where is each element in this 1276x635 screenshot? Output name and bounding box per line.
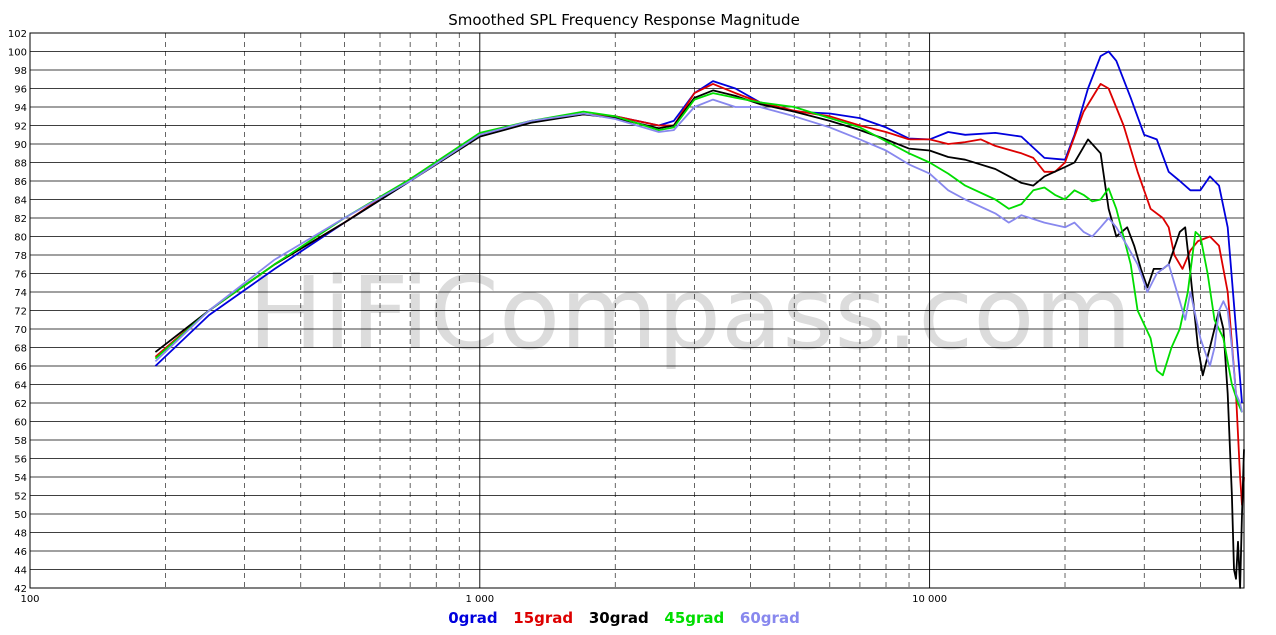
y-tick-label: 60	[14, 418, 27, 429]
y-tick-label: 44	[14, 566, 27, 577]
legend-text: 0grad 15grad 30grad 45grad 60grad	[448, 609, 800, 627]
y-tick-label: 92	[14, 122, 27, 133]
y-tick-label: 80	[14, 233, 27, 244]
grid	[30, 32, 1244, 589]
x-tick-label: 100	[20, 594, 39, 605]
y-tick-label: 98	[14, 66, 27, 77]
y-tick-label: 66	[14, 362, 27, 373]
y-tick-label: 96	[14, 85, 27, 96]
y-tick-label: 88	[14, 159, 27, 170]
y-tick-label: 68	[14, 344, 27, 355]
y-tick-label: 42	[14, 584, 27, 595]
x-tick-label: 10 000	[912, 594, 947, 605]
y-tick-label: 54	[14, 473, 27, 484]
y-tick-label: 78	[14, 251, 27, 262]
series-line-60grad	[154, 98, 1243, 413]
y-tick-label: 64	[14, 381, 27, 392]
x-tick-label: 1 000	[465, 594, 494, 605]
series-lines	[154, 50, 1245, 589]
y-tick-label: 82	[14, 214, 27, 225]
y-tick-label: 76	[14, 270, 27, 281]
legend-entry-45grad: 45grad	[649, 609, 725, 627]
y-tick-label: 84	[14, 196, 27, 207]
watermark: HiFiCompass.com	[248, 255, 1132, 372]
plot-frame	[29, 32, 1245, 589]
y-axis-ticks: 42 44 46 48 50 52 54 56 58 60 62 64 66 68 70 72 74 76 78 80…	[8, 29, 27, 595]
y-tick-label: 50	[14, 510, 27, 521]
y-tick-label: 102	[8, 29, 27, 40]
y-tick-label: 86	[14, 177, 27, 188]
series-line-45grad	[154, 92, 1243, 413]
y-tick-label: 100	[8, 48, 27, 59]
y-tick-label: 56	[14, 455, 27, 466]
legend: 0grad 15grad 30grad 45grad 60grad	[448, 609, 800, 627]
y-tick-label: 94	[14, 103, 27, 114]
y-tick-label: 70	[14, 325, 27, 336]
y-tick-label: 72	[14, 307, 27, 318]
y-tick-label: 58	[14, 436, 27, 447]
y-tick-label: 90	[14, 140, 27, 151]
x-axis-ticks: 100 1 000 10 000	[20, 594, 947, 605]
y-tick-label: 74	[14, 288, 27, 299]
legend-entry-15grad: 15grad	[498, 609, 574, 627]
legend-entry-30grad: 30grad	[573, 609, 649, 627]
y-tick-label: 46	[14, 547, 27, 558]
y-tick-label: 48	[14, 529, 27, 540]
chart-title: Smoothed SPL Frequency Response Magnitud…	[448, 11, 800, 29]
legend-entry-0grad: 0grad	[448, 609, 497, 627]
legend-entry-60grad: 60grad	[724, 609, 800, 627]
y-tick-label: 62	[14, 399, 27, 410]
y-tick-label: 52	[14, 492, 27, 503]
